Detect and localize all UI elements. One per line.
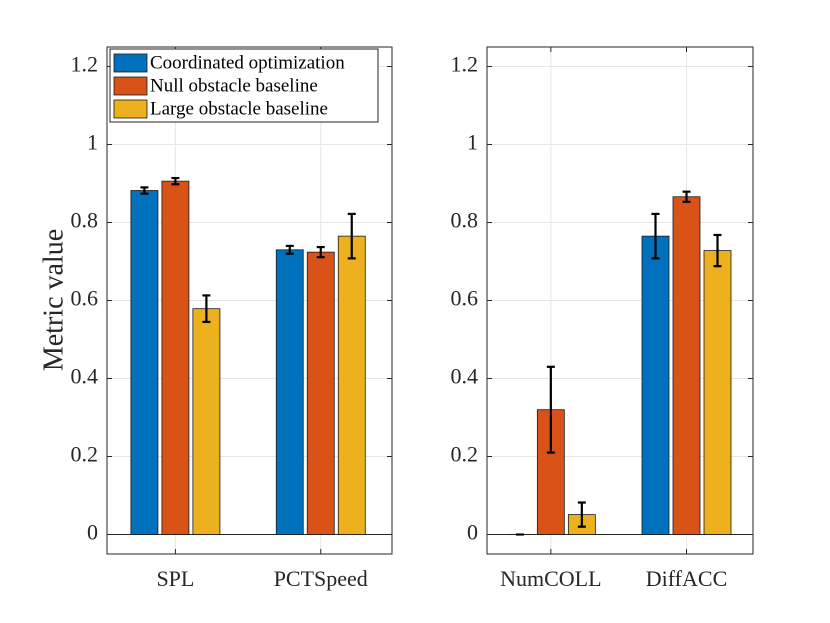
bar [337, 235, 366, 535]
right-panel: NumCOLL DiffACC 0 0.2 0.4 0.6 0.8 1 1.2 [451, 46, 754, 591]
legend-label: Coordinated optimization [150, 52, 345, 73]
legend-swatch [113, 76, 148, 96]
bar [192, 308, 221, 535]
bar [161, 180, 190, 535]
left-panel: SPL PCTSpeed 0 0.2 0.4 0.6 0.8 1 1.2 [71, 46, 393, 591]
error-bar [347, 212, 356, 260]
error-bar [171, 176, 180, 186]
y-tick-label: 0 [87, 520, 98, 545]
bar [275, 249, 304, 535]
y-tick-label: 1.2 [71, 52, 99, 77]
y-tick-label: 0.4 [71, 364, 99, 389]
y-tick-label: 1 [87, 130, 98, 155]
error-bar [316, 245, 325, 259]
axes-box [486, 46, 754, 555]
y-tick-label: 0 [467, 520, 478, 545]
bar [130, 190, 159, 535]
y-tick-label: 0.4 [451, 364, 479, 389]
y-tick-label: 0.2 [451, 442, 479, 467]
error-bar [140, 186, 149, 195]
bar [306, 251, 335, 535]
legend-swatch [113, 99, 148, 119]
error-bar [651, 212, 660, 260]
y-tick-label: 0.8 [451, 208, 479, 233]
legend-box [109, 48, 379, 123]
axes-box [106, 46, 393, 555]
x-tick-label: DiffACC [646, 566, 728, 591]
error-bar [713, 233, 722, 268]
bar [641, 235, 670, 535]
y-axis-title: Metric value [38, 229, 69, 371]
error-bar [202, 294, 211, 324]
error-bar [285, 244, 294, 255]
error-bar [546, 365, 555, 454]
error-bar [577, 501, 586, 528]
legend-swatch [113, 53, 148, 73]
y-tick-label: 0.6 [451, 286, 479, 311]
legend-label: Large obstacle baseline [150, 98, 328, 119]
bar [672, 196, 701, 535]
y-tick-label: 1.2 [451, 52, 479, 77]
legend-label: Null obstacle baseline [150, 75, 318, 96]
x-tick-label: PCTSpeed [274, 566, 368, 591]
error-bar [682, 190, 691, 203]
bar [536, 409, 565, 535]
x-tick-label: SPL [156, 566, 194, 591]
y-tick-label: 0.6 [71, 286, 99, 311]
bar [703, 250, 732, 535]
y-tick-label: 1 [467, 130, 478, 155]
y-tick-label: 0.8 [71, 208, 99, 233]
x-tick-label: NumCOLL [500, 566, 601, 591]
y-tick-label: 0.2 [71, 442, 99, 467]
